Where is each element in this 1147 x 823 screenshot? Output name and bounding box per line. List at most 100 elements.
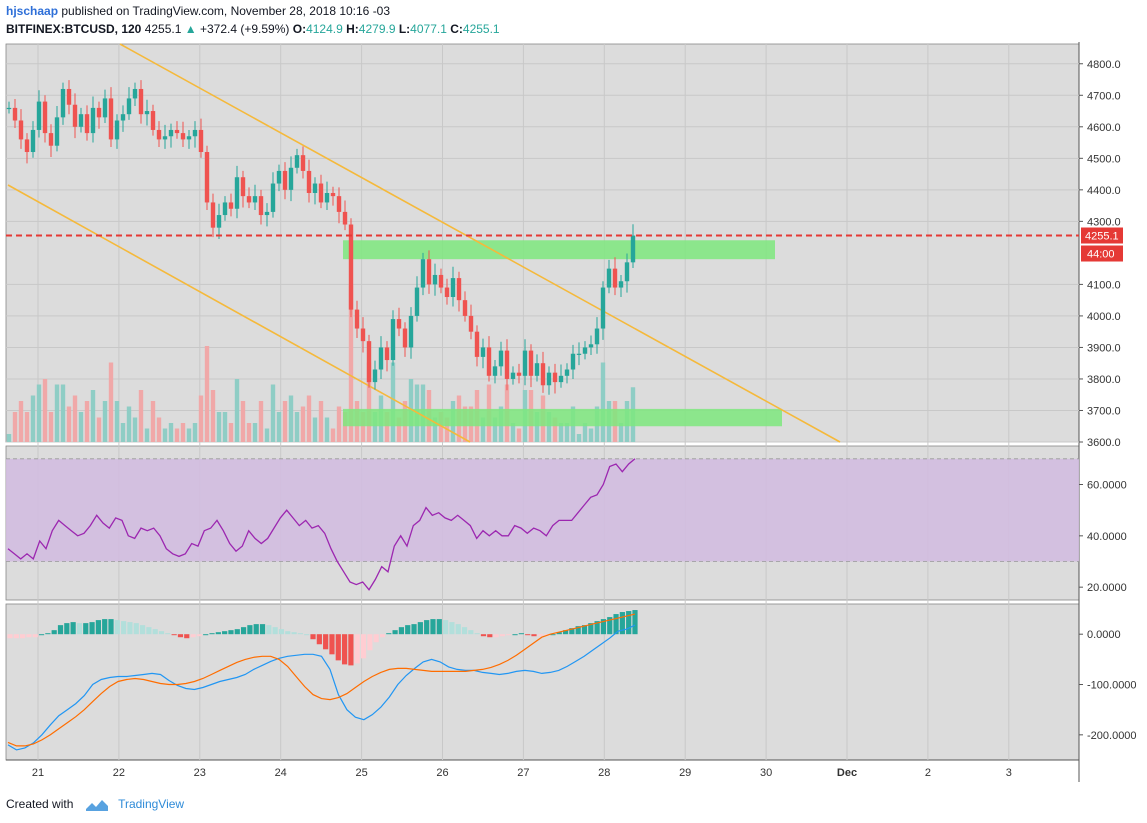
macd-histogram-bar bbox=[222, 631, 228, 635]
macd-histogram-bar bbox=[436, 619, 442, 635]
macd-histogram-bar bbox=[632, 610, 638, 635]
macd-histogram-bar bbox=[20, 634, 26, 639]
volume-bar bbox=[234, 379, 240, 442]
volume-bar bbox=[294, 412, 300, 442]
candle-body bbox=[582, 347, 588, 354]
macd-histogram-bar bbox=[607, 617, 613, 635]
candle-body bbox=[78, 114, 84, 127]
candle-body bbox=[462, 300, 468, 316]
countdown-badge bbox=[1081, 245, 1123, 262]
candle-body bbox=[450, 278, 456, 298]
volume-bar bbox=[318, 401, 324, 442]
candle-body bbox=[468, 315, 474, 332]
volume-bar bbox=[342, 412, 348, 442]
candle-body bbox=[444, 287, 450, 298]
volume-bar bbox=[534, 412, 540, 442]
countdown-label: 44:00 bbox=[1087, 249, 1115, 261]
volume-bar bbox=[336, 406, 342, 442]
macd-histogram-bar bbox=[430, 619, 436, 635]
price-chart[interactable]: 21 22 23 24 25 26 27 28 29 30 Dec 2 34800.04700.0460… bbox=[0, 42, 1147, 790]
candle-body bbox=[120, 114, 126, 121]
macd-histogram-bar bbox=[518, 633, 524, 635]
x-tick-label: Dec bbox=[837, 767, 857, 779]
macd-histogram-bar bbox=[177, 634, 184, 638]
candle-body bbox=[84, 114, 90, 134]
candle-body bbox=[162, 136, 168, 140]
volume-bar bbox=[90, 390, 96, 442]
macd-histogram-bar bbox=[562, 630, 569, 635]
macd-histogram-bar bbox=[278, 629, 285, 635]
high-value: 4279.9 bbox=[358, 22, 396, 36]
candle-body bbox=[534, 363, 540, 376]
candle-body bbox=[402, 328, 408, 348]
macd-histogram-bar bbox=[613, 614, 619, 635]
close-label: C: bbox=[450, 22, 463, 36]
y-tick-label: 4500.0 bbox=[1087, 153, 1121, 165]
volume-bar bbox=[18, 401, 24, 442]
x-tick-label: 24 bbox=[275, 767, 287, 779]
volume-bar bbox=[120, 423, 126, 442]
candle-body bbox=[390, 319, 396, 361]
candle-body bbox=[456, 278, 462, 301]
candle-body bbox=[72, 104, 78, 127]
macd-histogram-bar bbox=[127, 622, 133, 635]
candle-body bbox=[102, 98, 108, 118]
candle-body bbox=[360, 328, 366, 342]
symbol-name[interactable]: BITFINEX:BTCUSD, 120 bbox=[6, 22, 142, 36]
publish-info: hjschaap published on TradingView.com, N… bbox=[6, 4, 390, 18]
candle-body bbox=[528, 350, 534, 376]
symbol-info: BITFINEX:BTCUSD, 120 4255.1 ▲ +372.4 (+9… bbox=[6, 22, 500, 36]
candle-body bbox=[570, 353, 576, 370]
candle-body bbox=[384, 347, 390, 361]
volume-bar bbox=[492, 417, 498, 442]
volume-bar bbox=[54, 384, 60, 442]
candle-body bbox=[42, 101, 48, 134]
volume-bar bbox=[198, 395, 204, 442]
candle-body bbox=[54, 117, 60, 146]
candle-body bbox=[624, 262, 630, 282]
tradingview-link[interactable]: TradingView bbox=[118, 797, 185, 811]
macd-histogram-bar bbox=[531, 634, 537, 637]
volume-bar bbox=[108, 362, 114, 442]
rsi-tick-label: 20.0000 bbox=[1087, 582, 1127, 594]
macd-histogram-bar bbox=[171, 634, 177, 636]
volume-bar bbox=[24, 412, 30, 442]
macd-histogram-bar bbox=[360, 634, 367, 659]
macd-histogram-bar bbox=[165, 633, 171, 635]
macd-histogram-bar bbox=[291, 632, 297, 635]
volume-bar bbox=[282, 401, 288, 442]
macd-histogram-bar bbox=[203, 634, 209, 636]
macd-histogram-bar bbox=[26, 634, 32, 638]
candle-body bbox=[312, 183, 318, 193]
y-tick-label: 4400.0 bbox=[1087, 185, 1121, 197]
candle-body bbox=[222, 202, 228, 216]
rsi-tick-label: 60.0000 bbox=[1087, 480, 1127, 492]
candle-body bbox=[438, 274, 444, 288]
macd-histogram-bar bbox=[7, 634, 13, 639]
macd-line bbox=[7, 624, 636, 751]
support-zone bbox=[343, 408, 782, 427]
candle-body bbox=[30, 129, 36, 153]
candle-body bbox=[576, 353, 582, 355]
candle-body bbox=[588, 344, 594, 348]
volume-bar bbox=[84, 401, 90, 442]
candle-body bbox=[564, 369, 570, 376]
volume-bar bbox=[30, 395, 36, 442]
author-link[interactable]: hjschaap bbox=[6, 4, 59, 18]
macd-histogram-bar bbox=[581, 625, 588, 635]
candle-body bbox=[156, 129, 162, 140]
macd-histogram-bar bbox=[304, 634, 310, 636]
volume-bar bbox=[210, 390, 216, 442]
candle-body bbox=[420, 259, 426, 288]
x-tick-label: 22 bbox=[113, 767, 125, 779]
volume-bar bbox=[66, 406, 72, 442]
last-price: 4255.1 bbox=[144, 22, 182, 36]
candle-body bbox=[6, 107, 12, 110]
volume-bar bbox=[306, 395, 312, 442]
candle-body bbox=[180, 133, 186, 140]
volume-bar bbox=[186, 428, 192, 442]
candle-body bbox=[342, 211, 348, 225]
price-change: +372.4 (+9.59%) bbox=[199, 22, 290, 36]
macd-histogram-bar bbox=[341, 634, 348, 665]
rsi-line bbox=[7, 458, 636, 591]
